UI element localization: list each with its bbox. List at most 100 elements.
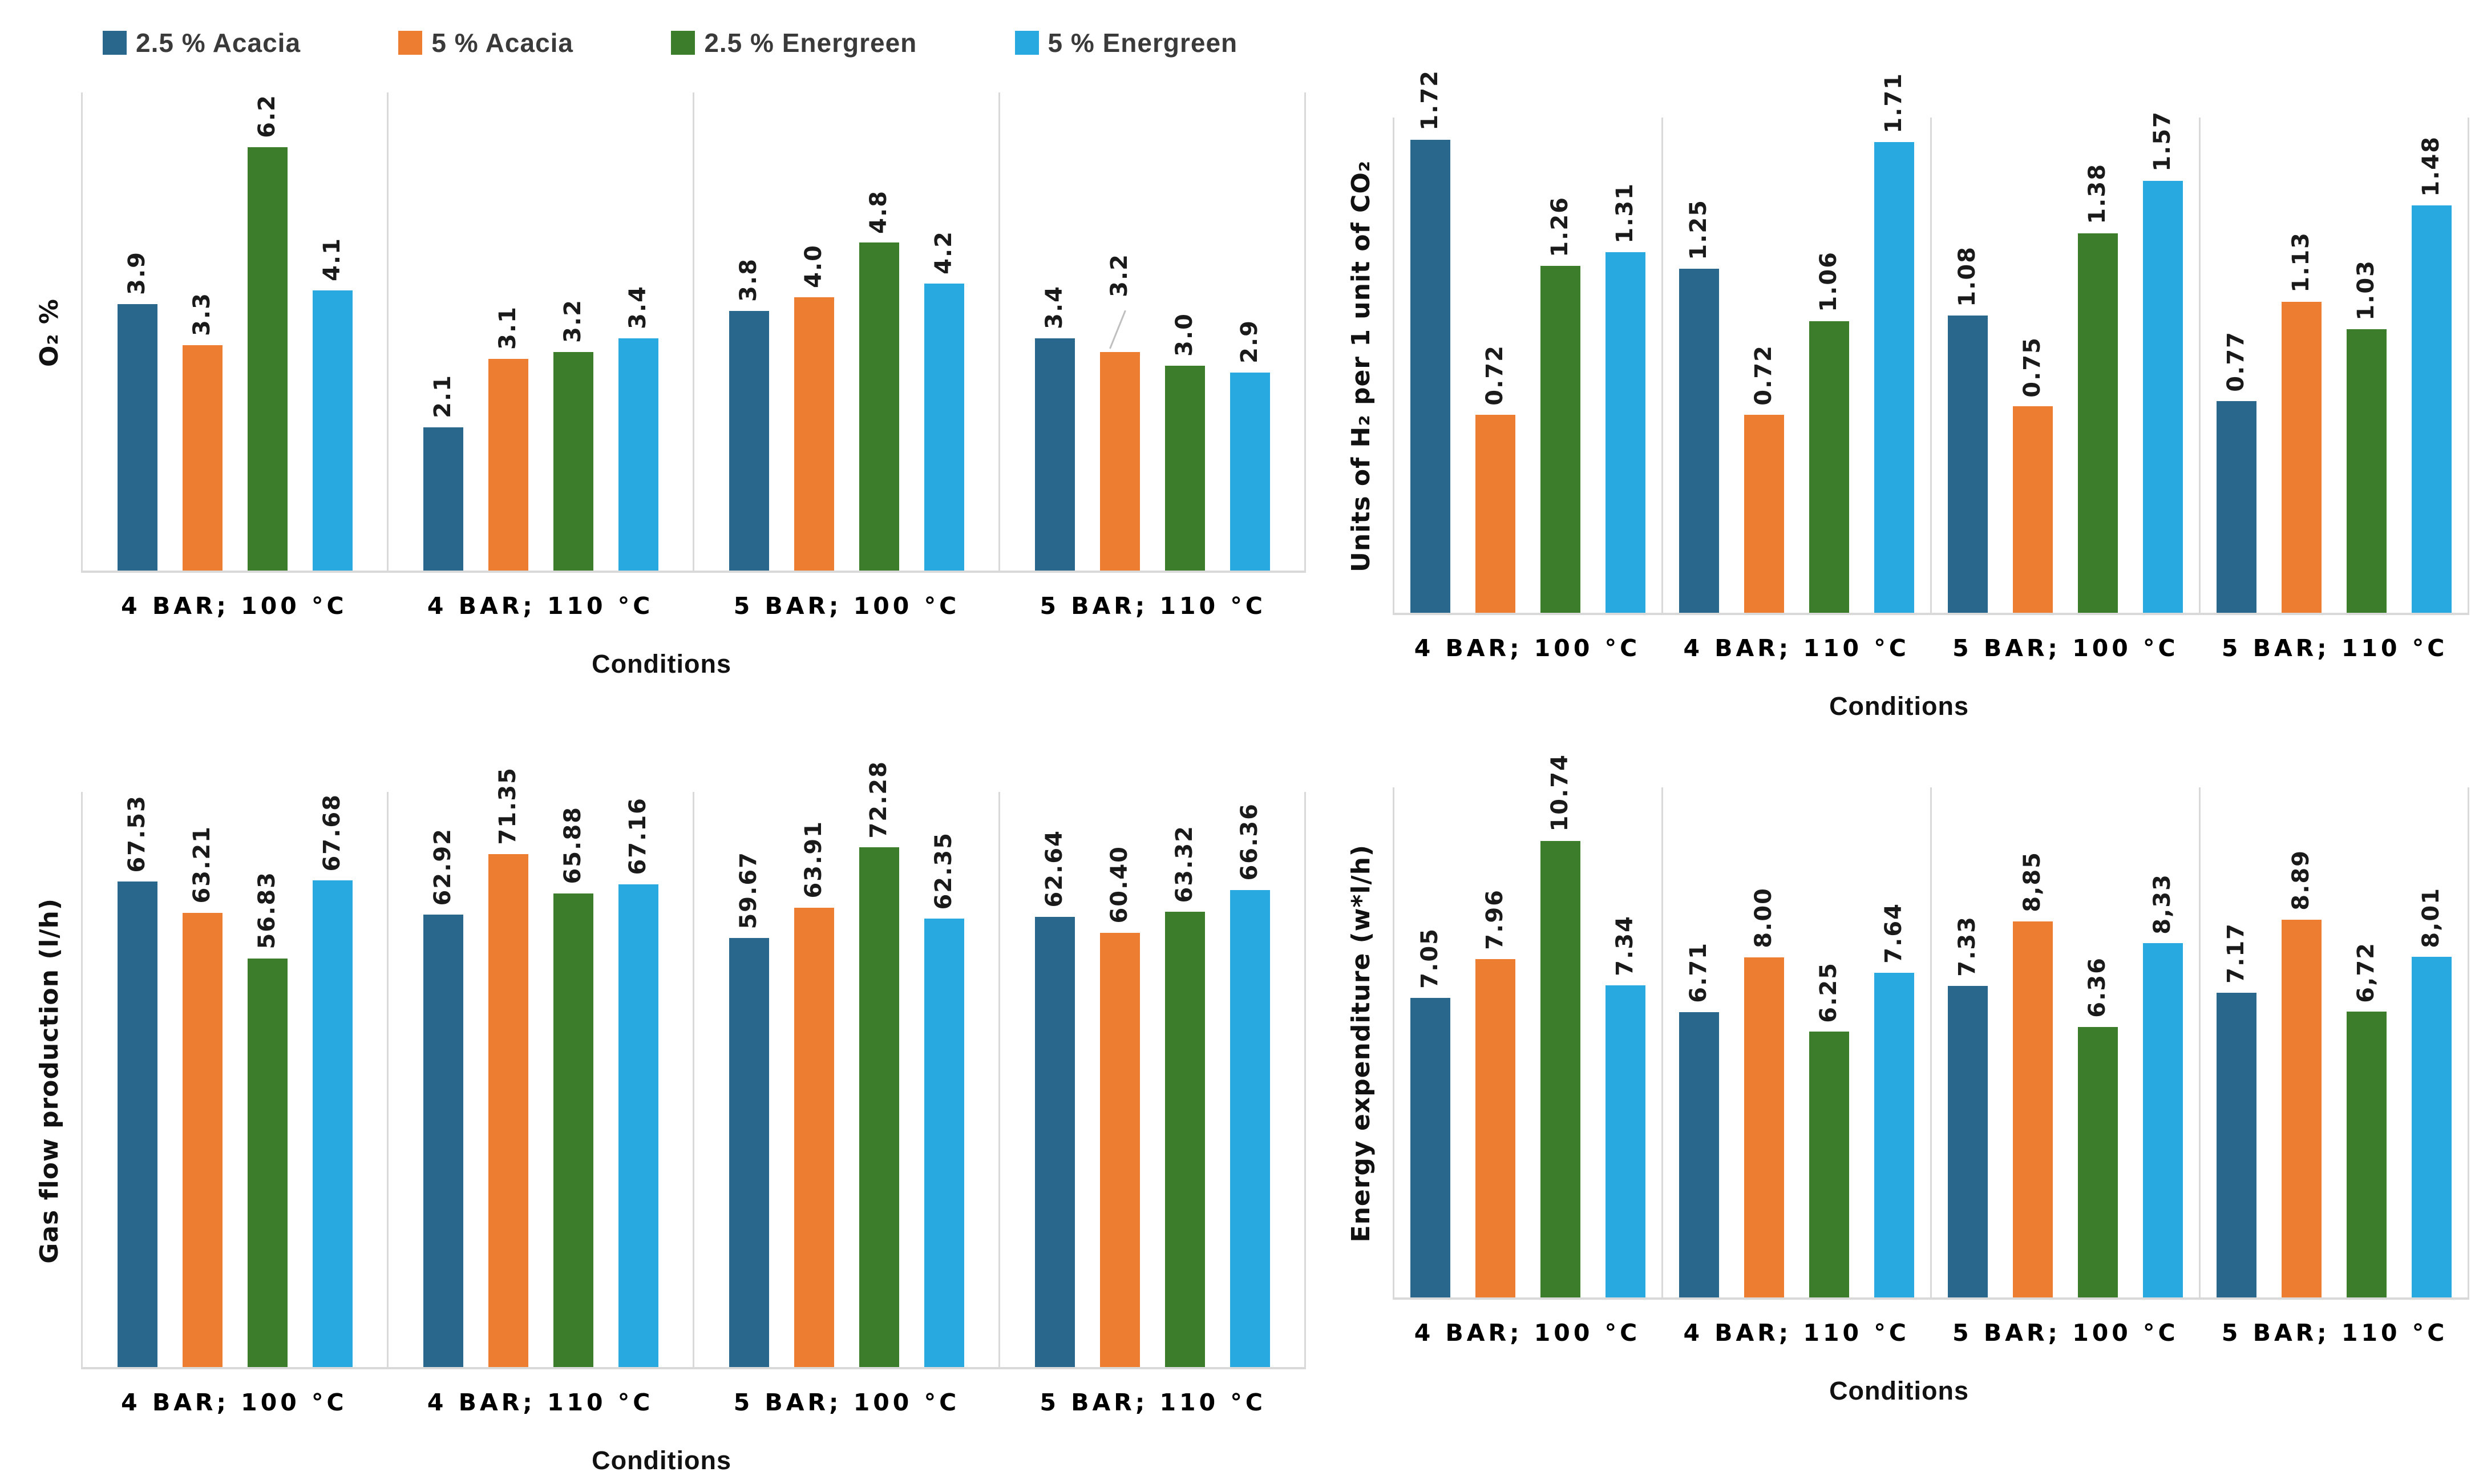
bar-5-energreen — [2412, 205, 2452, 613]
bar-slot: 0.75 — [2013, 118, 2053, 613]
bar-value-label: 1.25 — [1685, 199, 1712, 260]
bar-2-5-acacia — [117, 304, 157, 571]
chart-energy-expenditure: Energy expenditure (w*l/h) 7.05 7.96 10.74… — [1312, 742, 2475, 1484]
bar-slot: 72.28 — [859, 761, 899, 1367]
x-axis-title: Conditions — [1829, 1376, 1970, 1405]
bar-slot: 3.0 — [1164, 92, 1205, 571]
category-pane: 7.33 8,85 6.36 8,33 — [1932, 787, 2201, 1297]
category-label: 5 BAR; 110 °C — [1040, 592, 1266, 620]
bar-slot: 4.8 — [859, 92, 899, 571]
bar-2-5-energreen — [1540, 840, 1581, 1297]
bar-slot: 60.40 — [1099, 792, 1140, 1367]
bar-slot: 3.9 — [117, 92, 157, 571]
bar-2-5-energreen — [1164, 365, 1205, 571]
bar-value-label: 63.32 — [1171, 824, 1198, 903]
bar-slot: 6.25 — [1809, 787, 1850, 1297]
category-label: 5 BAR; 110 °C — [1040, 1389, 1266, 1416]
bar-5-acacia — [488, 854, 528, 1367]
bar-value-label: 0.75 — [2019, 336, 2046, 398]
legend-item-label: 5 % Acacia — [431, 28, 574, 58]
bar-value-label: 56.83 — [253, 871, 280, 949]
bar-slot: 62.35 — [924, 792, 964, 1367]
bar-value-label: 60.40 — [1106, 846, 1133, 924]
bar-value-label: 2.9 — [1236, 319, 1263, 363]
bar-5-energreen — [618, 884, 658, 1367]
category-label: 5 BAR; 100 °C — [1952, 1319, 2179, 1346]
bar-value-label: 3.8 — [735, 258, 762, 302]
bar-value-label: 4.2 — [930, 231, 957, 275]
bar-value-label: 7.96 — [1482, 889, 1509, 950]
bar-value-label: 7.33 — [1954, 916, 1981, 977]
plot-area: 3.9 3.3 6.2 4.1 2.1 3.1 3.2 3.4 3.8 4.0 4.8 4.2 3.4 3… — [81, 92, 1307, 573]
category-label: 4 BAR; 110 °C — [427, 592, 654, 620]
bar-slot: 62.64 — [1034, 792, 1075, 1367]
bar-5-energreen — [618, 338, 658, 571]
bar-value-label: 7.34 — [1612, 915, 1639, 977]
bar-value-label: 3.9 — [123, 251, 150, 296]
bar-slot: 1.13 — [2282, 118, 2322, 613]
bar-value-label: 4.1 — [318, 237, 345, 282]
bar-5-acacia — [1475, 414, 1516, 613]
category-label: 4 BAR; 110 °C — [1683, 1319, 1910, 1346]
bar-slot: 65.88 — [553, 792, 593, 1367]
bar-value-label: 7.17 — [2223, 923, 2250, 984]
x-axis-title: Conditions — [592, 1446, 732, 1475]
bar-value-label: 1.38 — [2084, 163, 2111, 224]
bar-5-energreen — [924, 284, 964, 571]
bar-5-acacia — [2013, 921, 2053, 1297]
y-axis-title: Gas flow production (l/h) — [17, 792, 81, 1369]
category-pane: 1.25 0.72 1.06 1.71 — [1663, 72, 1932, 613]
bar-slot: 2.9 — [1230, 92, 1270, 571]
y-axis-title-text: Energy expenditure (w*l/h) — [1346, 844, 1376, 1243]
bar-value-label: 6.2 — [253, 94, 280, 138]
bar-slot: 6.36 — [2078, 787, 2118, 1297]
bar-value-label: 6.36 — [2084, 957, 2111, 1018]
legend: 2.5 % Acacia 5 % Acacia 2.5 % Energreen … — [17, 0, 1306, 86]
chart-row: O₂ % 3.9 3.3 6.2 4.1 2.1 3.1 3.2 3.4 3.8 4.0 4.8 4.… — [17, 92, 1307, 573]
y-axis-title-text: Gas flow production (l/h) — [34, 897, 64, 1264]
bar-5-energreen — [2143, 180, 2183, 613]
category-label: 5 BAR; 100 °C — [1952, 634, 2179, 662]
bar-slot: 1.72 — [1410, 70, 1451, 613]
category-label: 4 BAR; 110 °C — [427, 1389, 654, 1416]
bar-slot: 6.2 — [247, 92, 288, 571]
bar-value-label: 1.13 — [2288, 232, 2315, 293]
bar-2-5-acacia — [729, 311, 769, 571]
y-axis-title-text: Units of H₂ per 1 unit of CO₂ — [1346, 160, 1376, 572]
legend-item-energreen-5: 5 % Energreen — [1014, 27, 1238, 58]
category-pane: 3.9 3.3 6.2 4.1 — [83, 92, 389, 571]
bar-value-label: 8.00 — [1750, 887, 1777, 949]
bar-slot: 7.34 — [1605, 787, 1646, 1297]
bar-value-label: 10.74 — [1547, 754, 1574, 832]
x-axis-title: Conditions — [1829, 692, 1970, 721]
bar-2-5-acacia — [1948, 316, 1988, 613]
bar-2-5-acacia — [1034, 916, 1075, 1367]
category-pane: 1.08 0.75 1.38 1.57 — [1932, 111, 2201, 613]
bar-slot: 63.91 — [794, 792, 834, 1367]
bar-slot: 8,33 — [2143, 787, 2183, 1297]
bar-slot: 8.89 — [2282, 787, 2322, 1297]
category-label: 5 BAR; 110 °C — [2221, 1319, 2448, 1346]
bar-slot: 8.00 — [1744, 787, 1785, 1297]
bar-2-5-energreen — [553, 351, 593, 571]
chart-row: Gas flow production (l/h) 67.53 63.21 56.8… — [17, 761, 1307, 1369]
bar-2-5-acacia — [729, 938, 769, 1367]
bar-2-5-energreen — [247, 147, 288, 571]
legend-swatch-icon — [671, 31, 695, 55]
bar-slot: 7.96 — [1475, 787, 1516, 1297]
bar-5-energreen — [1230, 889, 1270, 1367]
category-pane: 59.67 63.91 72.28 62.35 — [694, 761, 1001, 1367]
bar-slot: 1.57 — [2143, 111, 2183, 613]
bar-slot: 56.83 — [247, 792, 288, 1367]
bar-5-acacia — [182, 345, 223, 571]
bar-2-5-acacia — [1410, 997, 1451, 1297]
bar-5-energreen — [1874, 972, 1915, 1297]
bar-5-acacia — [794, 297, 834, 571]
plot-area: 67.53 63.21 56.83 67.68 62.92 71.35 65.88 67.16… — [81, 761, 1307, 1369]
bar-slot: 3.4 — [618, 92, 658, 571]
bar-5-energreen — [1874, 142, 1915, 613]
bar-2-5-energreen — [859, 847, 899, 1367]
bar-value-label: 3.2 — [559, 299, 586, 343]
bar-5-energreen — [312, 880, 353, 1367]
bar-slot: 6,72 — [2347, 787, 2387, 1297]
